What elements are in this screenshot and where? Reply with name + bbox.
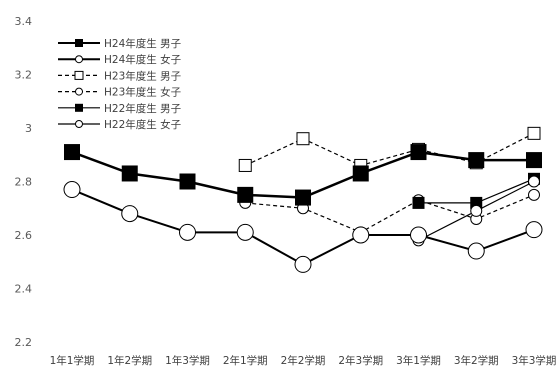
- x-axis: 1年1学期 1年2学期 1年3学期 2年1学期 2年2学期 2年3学期 3年1学期 3年2学期…: [50, 354, 557, 367]
- x-tick-label: 2年2学期: [281, 354, 326, 367]
- y-tick-label: 2.2: [15, 336, 33, 349]
- legend-marker: [74, 70, 84, 80]
- legend-label: H23年度生 男子: [104, 69, 181, 82]
- legend-label: H24年度生 女子: [104, 53, 181, 66]
- data-point: [470, 204, 483, 217]
- y-tick-label: 3.2: [15, 69, 33, 82]
- data-point: [352, 165, 369, 182]
- legend-label: H24年度生 男子: [104, 37, 181, 50]
- x-tick-label: 2年3学期: [338, 354, 383, 367]
- data-point: [410, 226, 427, 244]
- legend-label: H23年度生 女子: [104, 86, 181, 99]
- data-point: [527, 126, 541, 140]
- y-tick-label: 3.4: [15, 15, 33, 28]
- data-point: [412, 196, 425, 209]
- x-tick-label: 3年1学期: [396, 354, 441, 367]
- data-point: [296, 132, 310, 146]
- legend-entry: H22年度生 女子: [58, 118, 181, 131]
- data-point: [468, 152, 485, 169]
- y-tick-label: 2.8: [15, 176, 33, 189]
- series-0: [64, 144, 542, 206]
- data-point: [121, 205, 139, 223]
- x-tick-label: 1年1学期: [50, 354, 95, 367]
- series-1: [63, 181, 543, 273]
- data-point: [63, 181, 81, 199]
- legend-marker: [75, 103, 83, 112]
- legend-label: H22年度生 女子: [104, 118, 181, 131]
- x-tick-label: 1年3学期: [165, 354, 210, 367]
- data-point: [294, 255, 312, 273]
- series-line: [244, 132, 535, 167]
- data-point: [238, 158, 252, 172]
- series-line: [245, 194, 535, 233]
- data-point: [295, 189, 311, 206]
- x-tick-label: 3年2学期: [454, 354, 499, 367]
- legend-entry: H23年度生 女子: [58, 86, 181, 99]
- legend-marker: [75, 39, 83, 47]
- data-point: [237, 186, 254, 203]
- series-4: [412, 172, 540, 209]
- data-point: [179, 223, 196, 241]
- y-axis: 2.2 2.4 2.6 2.8 3 3.2 3.4: [15, 15, 33, 349]
- data-point: [410, 144, 427, 161]
- x-tick-label: 1年2学期: [107, 354, 152, 367]
- legend-label: H22年度生 男子: [104, 102, 181, 115]
- legend-marker: [75, 55, 83, 64]
- data-point: [236, 223, 254, 241]
- data-point: [352, 226, 370, 244]
- plot-area: [63, 126, 543, 273]
- data-point: [64, 144, 80, 161]
- legend-marker: [75, 120, 83, 128]
- y-tick-label: 3: [25, 122, 32, 135]
- legend-entry: H24年度生 女子: [58, 53, 181, 66]
- series-2: [238, 126, 541, 172]
- data-point: [121, 165, 138, 182]
- legend: H24年度生 男子 H24年度生 女子 H23年度生 男子 H23年度生 女子 H22年…: [58, 37, 181, 131]
- y-tick-label: 2.4: [15, 283, 33, 296]
- data-point: [528, 175, 540, 188]
- legend-entry: H24年度生 男子: [58, 37, 181, 50]
- data-point: [525, 221, 543, 239]
- data-point: [179, 173, 196, 190]
- x-tick-label: 3年3学期: [512, 354, 557, 367]
- data-point: [528, 188, 540, 201]
- data-point: [467, 242, 485, 260]
- legend-entry: H22年度生 男子: [58, 102, 181, 115]
- y-tick-label: 2.6: [15, 229, 33, 242]
- data-point: [526, 152, 542, 169]
- legend-entry: H23年度生 男子: [58, 69, 181, 82]
- legend-marker: [75, 87, 83, 96]
- x-tick-label: 2年1学期: [223, 354, 268, 367]
